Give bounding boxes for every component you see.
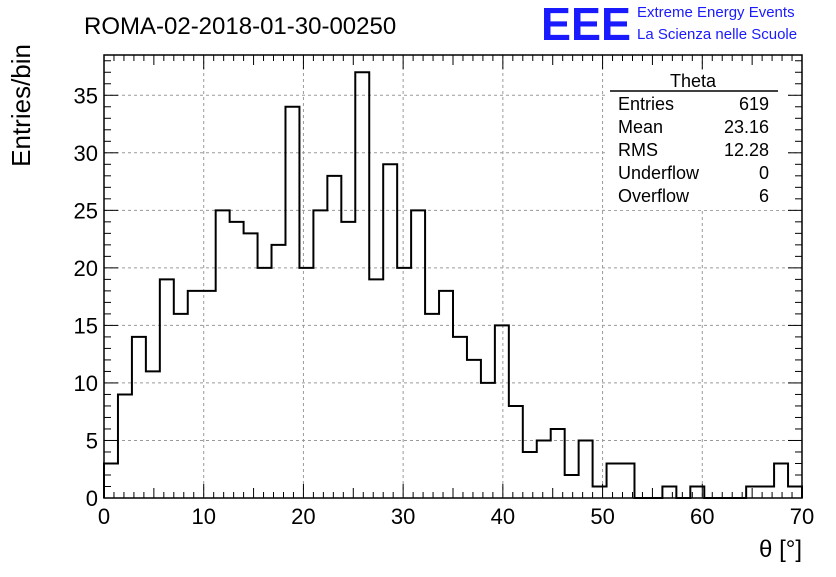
histogram-bin: [788, 486, 802, 498]
histogram-bin: [299, 268, 313, 498]
stats-value-overflow: 6: [759, 186, 769, 206]
x-tick-label: 30: [391, 504, 415, 529]
histogram-bin: [746, 486, 760, 498]
histogram-bin: [509, 406, 523, 498]
histogram-bin: [551, 429, 565, 498]
histogram-bin: [272, 245, 286, 498]
histogram-bin: [146, 371, 160, 498]
y-tick-label: 15: [74, 313, 98, 338]
stats-label-underflow: Underflow: [618, 163, 700, 183]
histogram-bin: [313, 210, 327, 498]
y-tick-label: 10: [74, 371, 98, 396]
y-tick-label: 0: [86, 486, 98, 511]
histogram-bin: [565, 475, 579, 498]
x-tick-label: 10: [191, 504, 215, 529]
x-tick-label: 50: [590, 504, 614, 529]
histogram-bin: [411, 210, 425, 498]
histogram-bin: [383, 164, 397, 498]
histogram-bin: [355, 72, 369, 498]
x-tick-label: 40: [491, 504, 515, 529]
run-title: ROMA-02-2018-01-30-00250: [84, 13, 396, 40]
histogram-bin: [537, 440, 551, 498]
histogram-bin: [104, 463, 118, 498]
histogram-outline: [103, 71, 803, 499]
histogram-bin: [495, 325, 509, 498]
stats-value-entries: 619: [739, 94, 769, 114]
histogram-bin: [132, 337, 146, 498]
histogram-bin: [244, 233, 258, 498]
x-tick-label: 20: [291, 504, 315, 529]
stats-value-underflow: 0: [759, 163, 769, 183]
histogram-bin: [369, 279, 383, 498]
brand-line-1: Extreme Energy Events: [637, 4, 795, 21]
grid-layer: [104, 55, 802, 498]
histogram-bin: [160, 279, 174, 498]
y-tick-label: 30: [74, 141, 98, 166]
stats-value-mean: 23.16: [724, 117, 769, 137]
histogram-bin: [188, 291, 202, 498]
histogram-bin: [593, 486, 607, 498]
histogram-bin: [216, 210, 230, 498]
histogram-bin: [202, 291, 216, 498]
stats-label-rms: RMS: [618, 140, 658, 160]
histogram-bin: [467, 360, 481, 498]
histogram-bin: [523, 452, 537, 498]
histogram-bin: [439, 291, 453, 498]
histogram-bin: [258, 268, 272, 498]
brand-line-2: La Scienza nelle Scuole: [637, 26, 797, 43]
x-tick-label: 0: [98, 504, 110, 529]
histogram-bin: [579, 440, 593, 498]
histogram-bin: [774, 463, 788, 498]
histogram-bin: [327, 176, 341, 498]
histogram-bin: [285, 107, 299, 498]
histogram-bin: [341, 222, 355, 498]
histogram-bin: [453, 337, 467, 498]
histogram-bin: [425, 314, 439, 498]
stats-label-overflow: Overflow: [618, 186, 690, 206]
histogram-bin: [397, 268, 411, 498]
histogram-layer: [103, 71, 803, 499]
y-tick-label: 5: [86, 428, 98, 453]
y-axis-label: Entries/bin: [6, 44, 36, 167]
x-tick-label: 60: [690, 504, 714, 529]
stats-label-mean: Mean: [618, 117, 663, 137]
histogram-bin: [118, 394, 132, 498]
histogram-bin: [481, 383, 495, 498]
stats-box: Theta Entries 619 Mean 23.16 RMS 12.28 U…: [606, 70, 786, 210]
histogram-bin: [174, 314, 188, 498]
y-tick-label: 35: [74, 83, 98, 108]
x-tick-label: 70: [790, 504, 814, 529]
stats-label-entries: Entries: [618, 94, 674, 114]
x-axis-label: θ [°]: [759, 536, 802, 563]
y-tick-label: 25: [74, 198, 98, 223]
histogram-bin: [662, 486, 676, 498]
stats-box-background: [606, 70, 786, 210]
y-tick-label: 20: [74, 256, 98, 281]
stats-title: Theta: [670, 71, 717, 91]
histogram-bin: [607, 463, 621, 498]
stats-value-rms: 12.28: [724, 140, 769, 160]
histogram-bin: [230, 222, 244, 498]
eee-logo: EEE: [541, 0, 631, 50]
